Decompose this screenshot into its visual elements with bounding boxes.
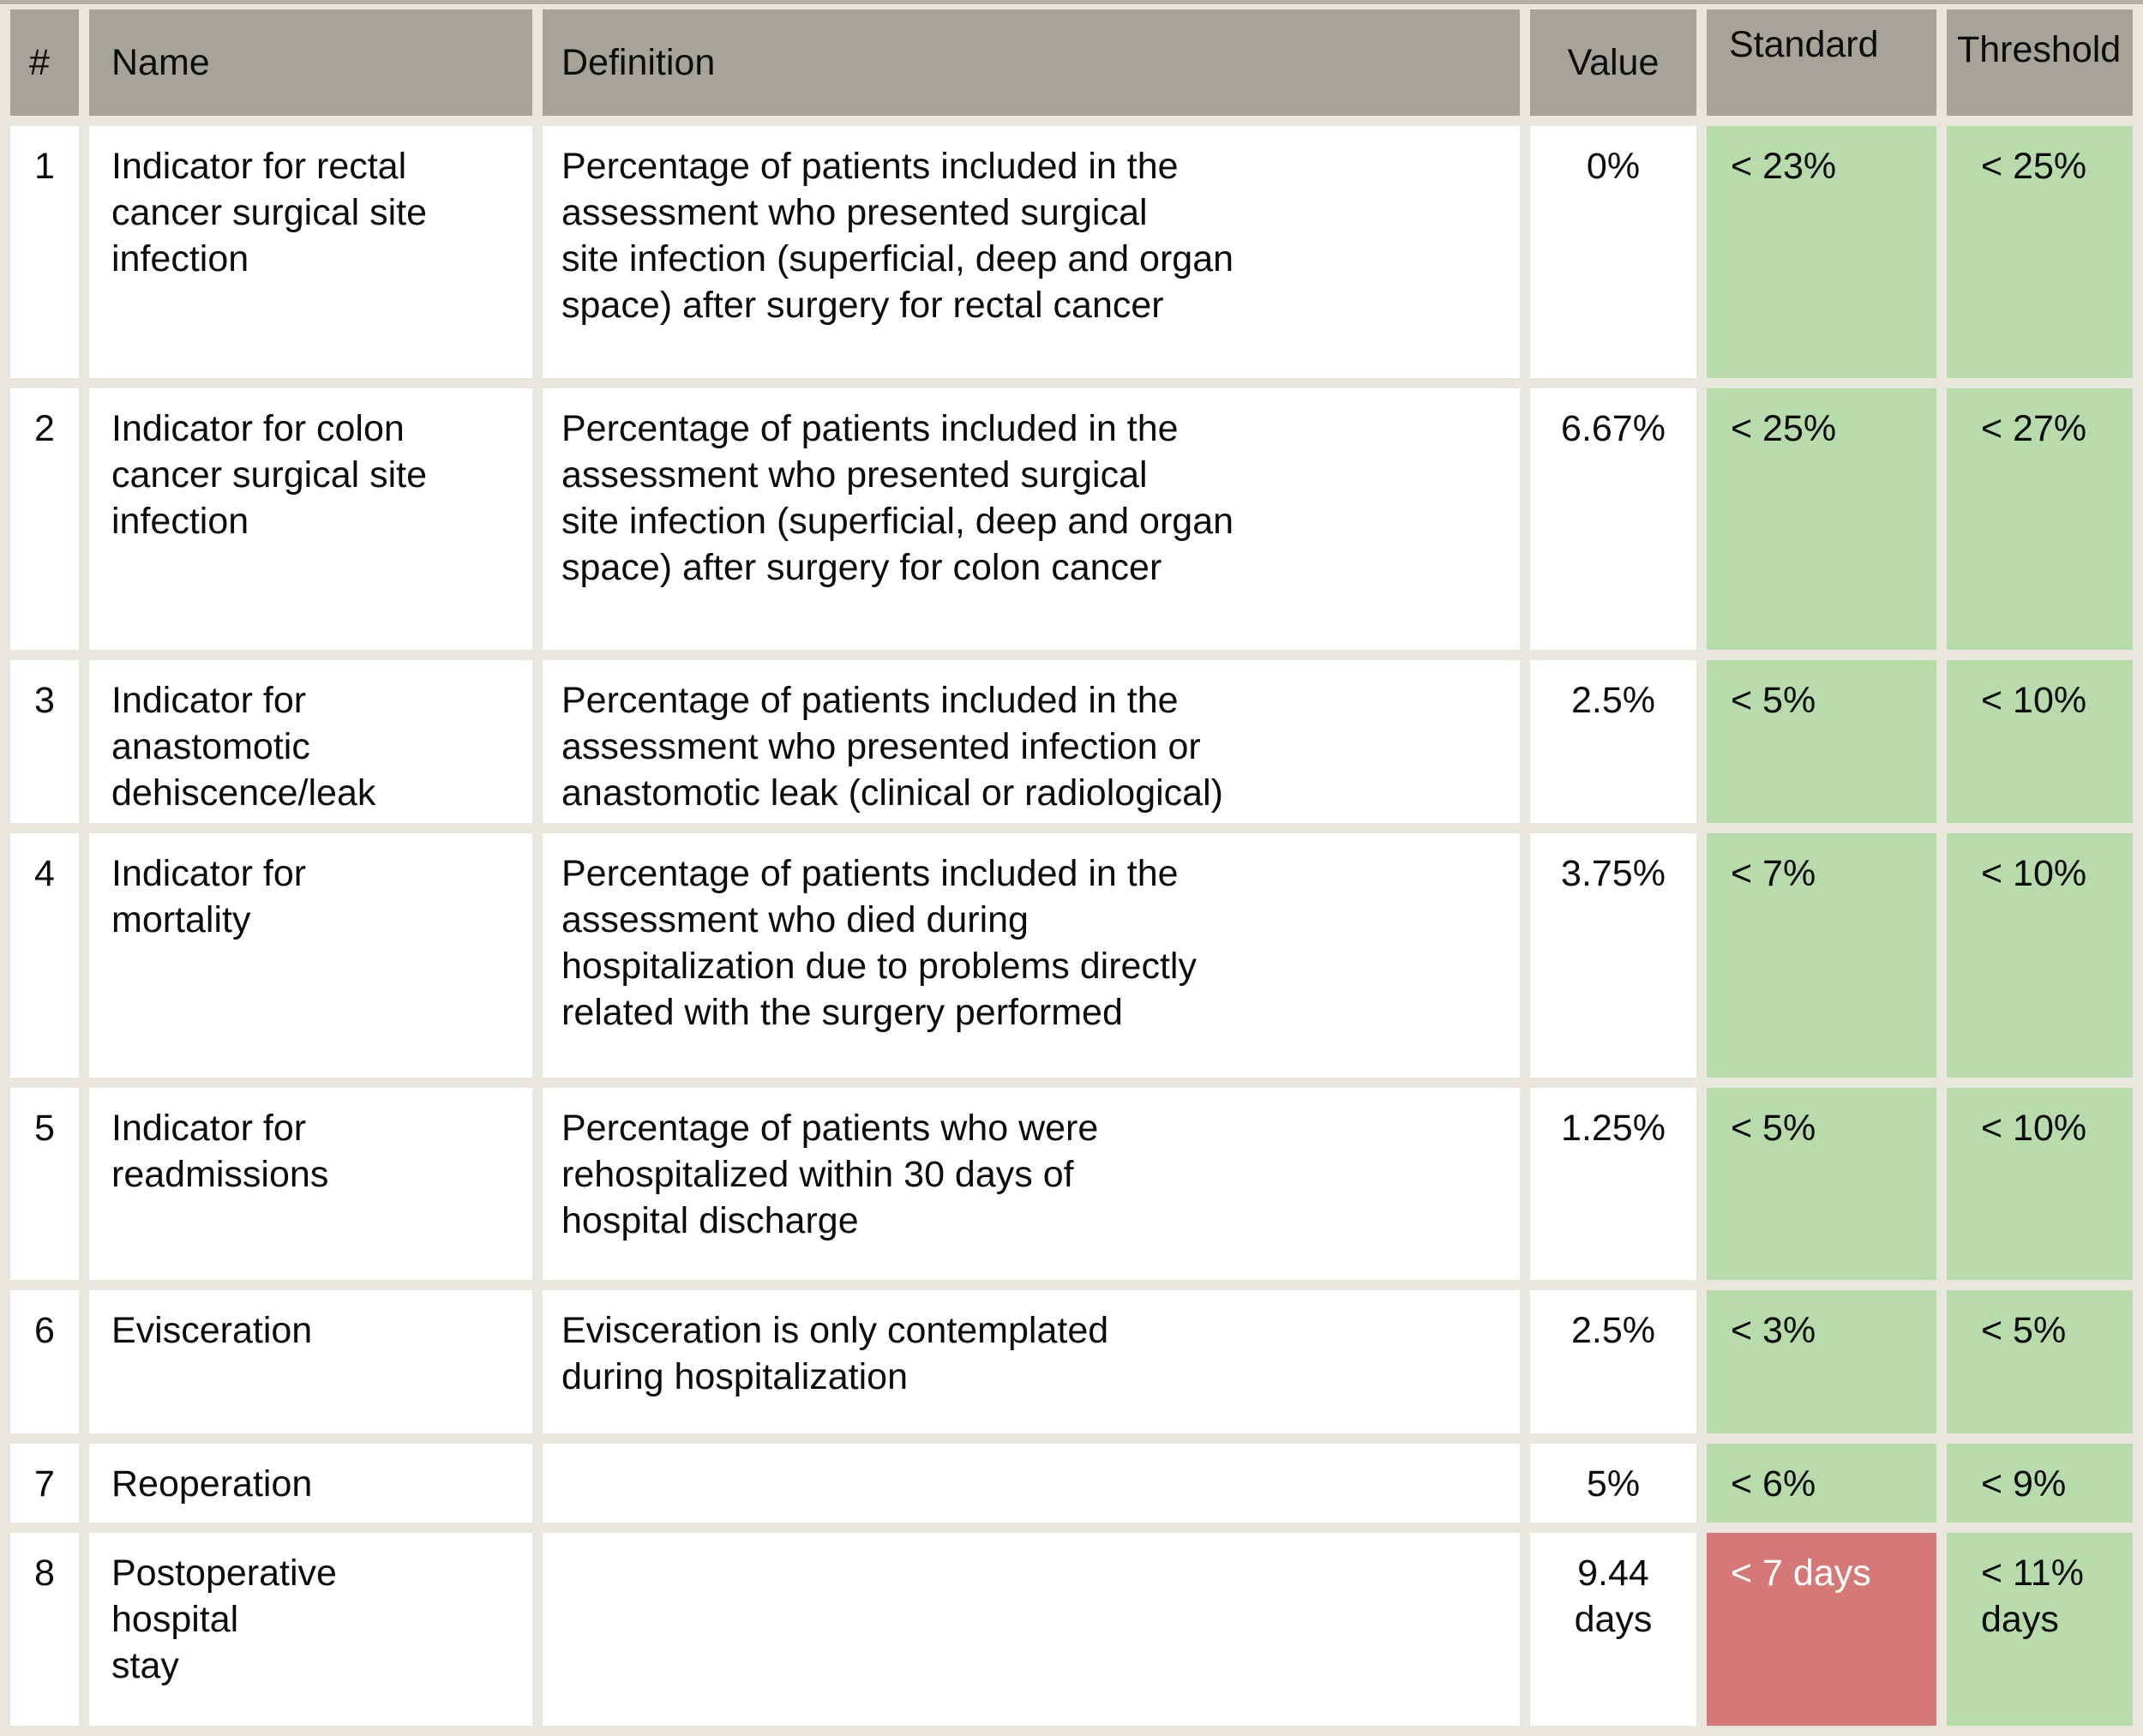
indicator-value-cell: 2.5% xyxy=(1530,660,1696,823)
col-header-definition: Definition xyxy=(543,9,1520,116)
table-row: 2 Indicator for colon cancer surgical si… xyxy=(10,388,2133,650)
table-row: 1 Indicator for rectal cancer surgical s… xyxy=(10,126,2133,378)
indicator-threshold-cell: < 10% xyxy=(1947,1088,2133,1280)
indicator-standard-cell: < 7% xyxy=(1707,833,1936,1078)
col-header-value: Value xyxy=(1530,9,1696,116)
indicator-threshold-cell: < 11% days xyxy=(1947,1533,2133,1726)
indicator-standard-cell: < 25% xyxy=(1707,388,1936,650)
indicator-standard-cell: < 6% xyxy=(1707,1444,1936,1523)
indicator-name-cell: Indicator for colon cancer surgical site… xyxy=(89,388,532,650)
indicator-threshold-cell: < 10% xyxy=(1947,660,2133,823)
indicator-value-cell: 3.75% xyxy=(1530,833,1696,1078)
table-row: 6 Evisceration Evisceration is only cont… xyxy=(10,1290,2133,1433)
indicator-definition-cell: Evisceration is only contemplated during… xyxy=(543,1290,1520,1433)
indicator-value-cell: 1.25% xyxy=(1530,1088,1696,1280)
col-header-name: Name xyxy=(89,9,532,116)
table-row: 8 Postoperative hospital stay 9.44 days … xyxy=(10,1533,2133,1726)
header-row: # Name Definition Value Standard Thresho… xyxy=(10,9,2133,116)
table-row: 4 Indicator for mortality Percentage of … xyxy=(10,833,2133,1078)
indicator-value-cell: 6.67% xyxy=(1530,388,1696,650)
indicator-threshold-cell: < 27% xyxy=(1947,388,2133,650)
indicator-threshold-cell: < 5% xyxy=(1947,1290,2133,1433)
row-number-cell: 6 xyxy=(10,1290,79,1433)
indicator-definition-cell xyxy=(543,1444,1520,1523)
indicator-value-cell: 0% xyxy=(1530,126,1696,378)
indicator-definition-cell xyxy=(543,1533,1520,1726)
indicator-value-cell: 2.5% xyxy=(1530,1290,1696,1433)
col-header-standard: Standard xyxy=(1707,9,1936,116)
indicator-name-cell: Evisceration xyxy=(89,1290,532,1433)
table-row: 3 Indicator for anastomotic dehiscence/l… xyxy=(10,660,2133,823)
indicator-name-cell: Indicator for mortality xyxy=(89,833,532,1078)
col-header-threshold: Threshold xyxy=(1947,9,2133,116)
indicator-standard-cell: < 3% xyxy=(1707,1290,1936,1433)
indicator-standard-cell: < 5% xyxy=(1707,1088,1936,1280)
indicator-definition-cell: Percentage of patients included in the a… xyxy=(543,660,1520,823)
indicator-name-cell: Indicator for anastomotic dehiscence/lea… xyxy=(89,660,532,823)
indicator-definition-cell: Percentage of patients included in the a… xyxy=(543,126,1520,378)
indicator-threshold-cell: < 10% xyxy=(1947,833,2133,1078)
table-row: 5 Indicator for readmissions Percentage … xyxy=(10,1088,2133,1280)
indicator-standard-cell: < 23% xyxy=(1707,126,1936,378)
indicator-value-cell: 5% xyxy=(1530,1444,1696,1523)
indicator-threshold-cell: < 25% xyxy=(1947,126,2133,378)
table-row: 7 Reoperation 5% < 6% < 9% xyxy=(10,1444,2133,1523)
indicator-standard-cell: < 5% xyxy=(1707,660,1936,823)
indicator-name-cell: Indicator for readmissions xyxy=(89,1088,532,1280)
row-number-cell: 3 xyxy=(10,660,79,823)
row-number-cell: 8 xyxy=(10,1533,79,1726)
indicator-name-cell: Indicator for rectal cancer surgical sit… xyxy=(89,126,532,378)
indicator-definition-cell: Percentage of patients who were rehospit… xyxy=(543,1088,1520,1280)
indicator-value-cell: 9.44 days xyxy=(1530,1533,1696,1726)
row-number-cell: 2 xyxy=(10,388,79,650)
indicator-name-cell: Postoperative hospital stay xyxy=(89,1533,532,1726)
indicator-threshold-cell: < 9% xyxy=(1947,1444,2133,1523)
row-number-cell: 4 xyxy=(10,833,79,1078)
row-number-cell: 5 xyxy=(10,1088,79,1280)
row-number-cell: 1 xyxy=(10,126,79,378)
page-top-edge xyxy=(0,0,2143,4)
indicator-definition-cell: Percentage of patients included in the a… xyxy=(543,388,1520,650)
indicator-name-cell: Reoperation xyxy=(89,1444,532,1523)
row-number-cell: 7 xyxy=(10,1444,79,1523)
col-header-number: # xyxy=(10,9,79,116)
indicator-standard-cell: < 7 days xyxy=(1707,1533,1936,1726)
indicator-definition-cell: Percentage of patients included in the a… xyxy=(543,833,1520,1078)
